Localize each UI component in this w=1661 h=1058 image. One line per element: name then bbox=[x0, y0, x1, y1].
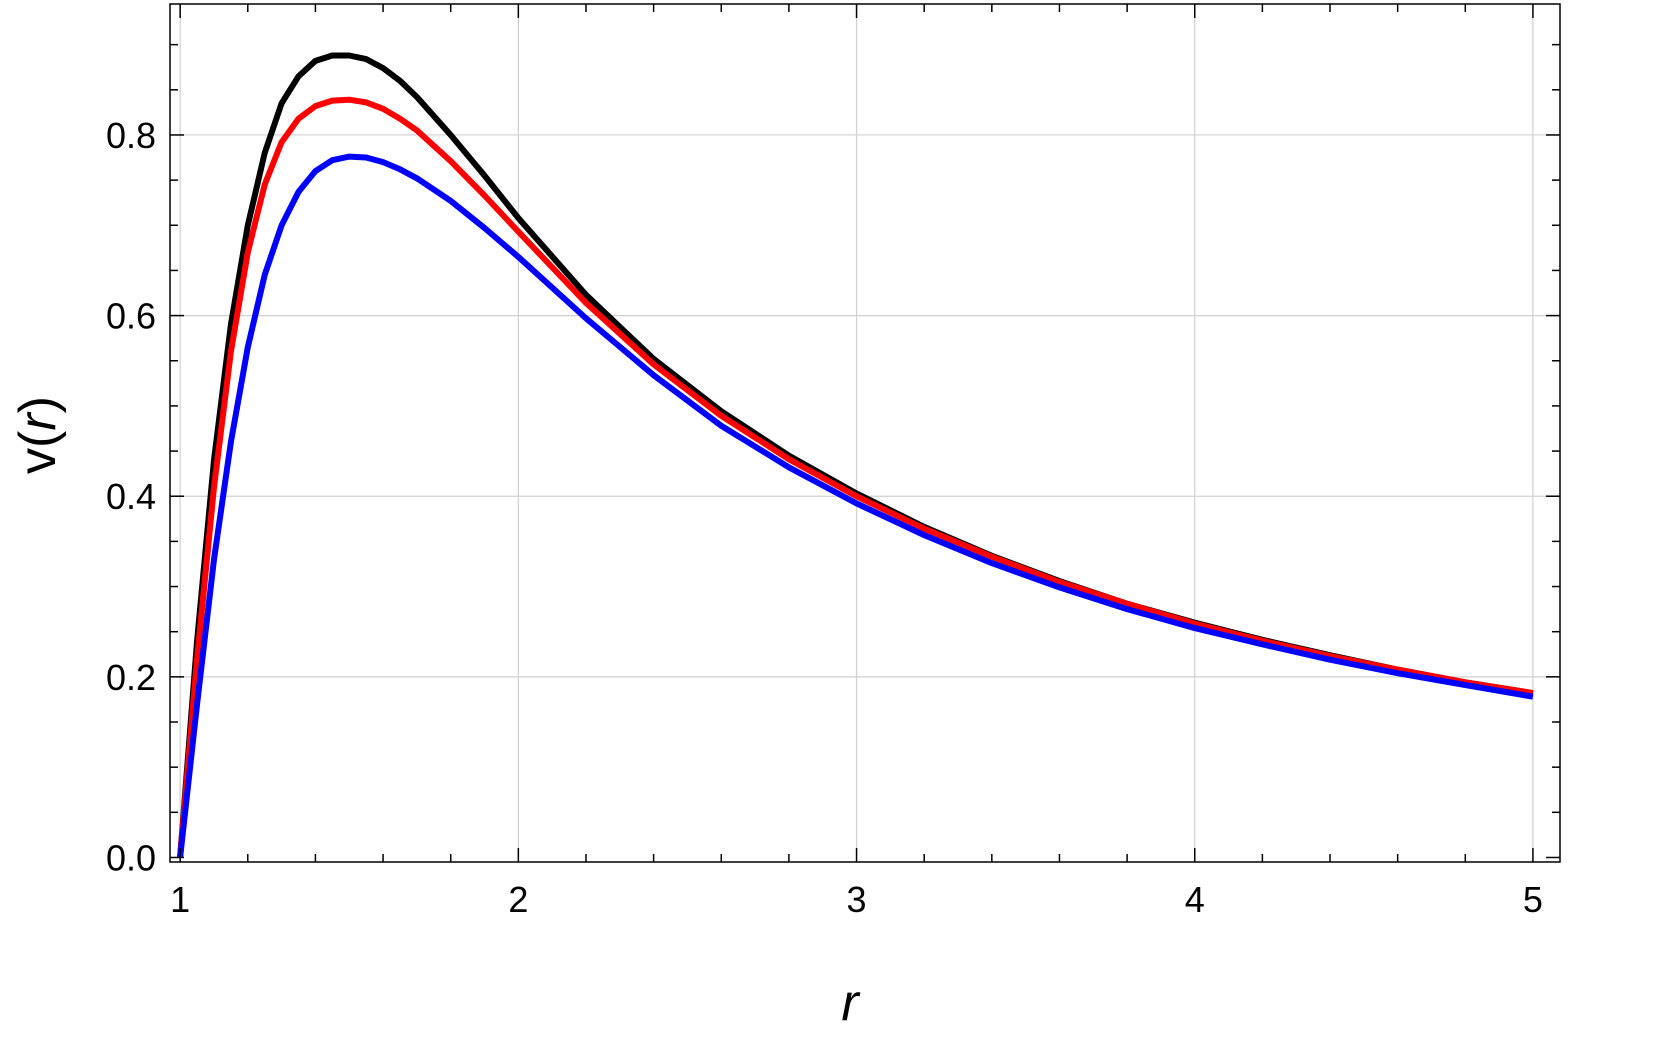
series-line-2 bbox=[177, 96, 1534, 858]
x-tick-label: 2 bbox=[508, 879, 528, 920]
x-tick-label: 1 bbox=[170, 879, 190, 920]
x-tick-label: 4 bbox=[1185, 879, 1205, 920]
y-axis-title-prefix: v( bbox=[9, 430, 67, 474]
y-axis-title-suffix: ) bbox=[9, 396, 67, 413]
tick-labels: 1 2 3 4 5 0.0 0.2 0.4 0.6 0.8 bbox=[106, 115, 1543, 920]
y-tick-label: 0.2 bbox=[106, 657, 156, 698]
plot-frame bbox=[169, 3, 1561, 863]
y-tick-label: 0.6 bbox=[106, 296, 156, 337]
axis-ticks bbox=[170, 4, 1560, 862]
x-tick-label: 5 bbox=[1523, 879, 1543, 920]
y-tick-label: 0.4 bbox=[106, 476, 156, 517]
y-tick-label: 0.8 bbox=[106, 115, 156, 156]
y-axis-title: v(r) bbox=[9, 396, 67, 474]
y-tick-label: 0.0 bbox=[106, 837, 156, 878]
x-tick-label: 3 bbox=[847, 879, 867, 920]
series-line-3 bbox=[177, 153, 1534, 858]
x-axis-title: r bbox=[841, 974, 861, 1032]
series-lines bbox=[177, 52, 1534, 858]
y-axis-title-variable: r bbox=[9, 411, 67, 431]
